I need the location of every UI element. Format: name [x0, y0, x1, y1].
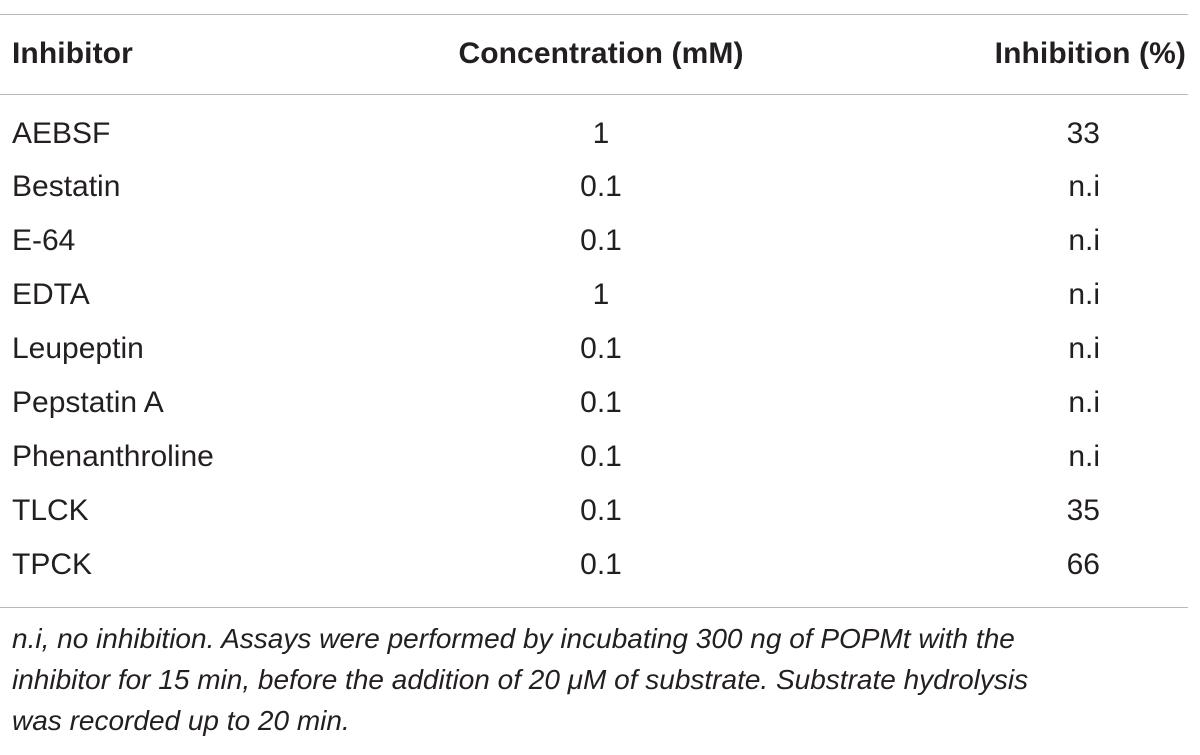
cell-inhibition: n.i — [1068, 440, 1100, 473]
table-footnote: n.i, no inhibition. Assays were performe… — [12, 618, 1188, 741]
table-row: Pepstatin A 0.1 n.i — [0, 376, 1188, 430]
cell-concentration: 0.1 — [580, 440, 622, 473]
cell-inhibition: 66 — [1066, 548, 1100, 581]
cell-concentration: 0.1 — [580, 548, 622, 581]
cell-inhibition: n.i — [1068, 278, 1100, 311]
table-row: Leupeptin 0.1 n.i — [0, 322, 1188, 376]
cell-concentration: 0.1 — [580, 494, 622, 527]
table-row: AEBSF 1 33 — [0, 107, 1188, 161]
cell-concentration: 0.1 — [580, 170, 622, 203]
footnote-line: inhibitor for 15 min, before the additio… — [12, 664, 1029, 695]
table-header-rule — [0, 94, 1188, 95]
cell-inhibition: n.i — [1068, 386, 1100, 419]
cell-inhibition: n.i — [1068, 332, 1100, 365]
cell-concentration: 0.1 — [580, 224, 622, 257]
table-top-rule — [0, 14, 1188, 15]
footnote-line: was recorded up to 20 min. — [12, 705, 350, 736]
cell-inhibitor: E-64 — [12, 224, 76, 257]
header-inhibitor: Inhibitor — [12, 37, 133, 70]
cell-concentration: 1 — [592, 117, 610, 150]
table-row: TPCK 0.1 66 — [0, 538, 1188, 592]
footnote-line: n.i, no inhibition. Assays were performe… — [12, 623, 1015, 654]
cell-inhibition: n.i — [1068, 170, 1100, 203]
cell-concentration: 0.1 — [580, 386, 622, 419]
cell-concentration: 0.1 — [580, 332, 622, 365]
table-row: EDTA 1 n.i — [0, 268, 1188, 322]
header-inhibition: Inhibition (%) — [994, 37, 1186, 70]
cell-inhibitor: Pepstatin A — [12, 386, 164, 419]
cell-inhibition: 35 — [1066, 494, 1100, 527]
table-row: Bestatin 0.1 n.i — [0, 160, 1188, 214]
table-row: TLCK 0.1 35 — [0, 484, 1188, 538]
cell-concentration: 1 — [592, 278, 610, 311]
cell-inhibitor: TPCK — [12, 548, 93, 581]
table-row: Phenanthroline 0.1 n.i — [0, 430, 1188, 484]
cell-inhibitor: Leupeptin — [12, 332, 144, 365]
cell-inhibitor: TLCK — [12, 494, 89, 527]
cell-inhibition: 33 — [1066, 117, 1100, 150]
table-header-row: Inhibitor Concentration (mM) Inhibition … — [0, 27, 1188, 81]
header-concentration: Concentration (mM) — [458, 37, 744, 70]
cell-inhibitor: Phenanthroline — [12, 440, 214, 473]
cell-inhibitor: Bestatin — [12, 170, 121, 203]
table-row: E-64 0.1 n.i — [0, 214, 1188, 268]
table-bottom-rule — [0, 607, 1188, 608]
cell-inhibitor: AEBSF — [12, 117, 111, 150]
cell-inhibition: n.i — [1068, 224, 1100, 257]
cell-inhibitor: EDTA — [12, 278, 90, 311]
